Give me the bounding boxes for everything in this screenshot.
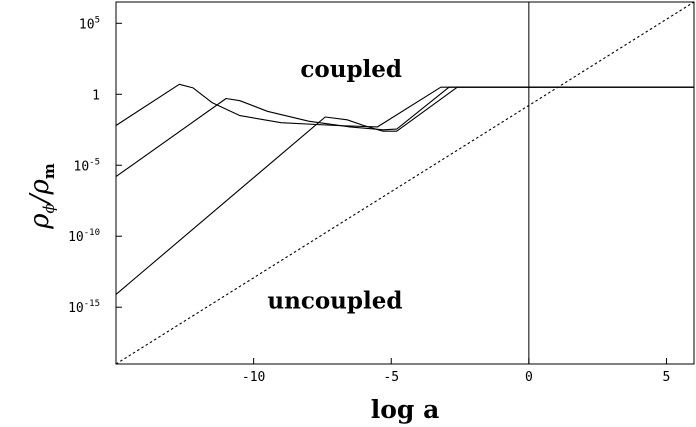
x-tick-label: 0 (525, 370, 533, 385)
y-axis-title: ρϕ/ρm (25, 163, 58, 230)
x-axis-title: log a (371, 395, 440, 424)
y-ticks: 105 1 10-5 10-10 10-15 (68, 15, 122, 316)
series-line-3 (115, 86, 694, 295)
y-tick-label: 10-15 (68, 299, 100, 316)
y-label-rho-2: ρ (25, 178, 55, 195)
y-label-slash: / (25, 192, 55, 206)
series-line-4 (115, 1, 695, 365)
series-line-1 (115, 83, 694, 128)
x-tick-label: -5 (383, 370, 399, 385)
y-tick-label: 10-5 (74, 157, 101, 174)
y-label-phi: ϕ (40, 203, 58, 213)
plot-frame (115, 1, 695, 365)
series-layer (115, 1, 695, 365)
y-tick-label: 10-10 (68, 228, 100, 245)
y-tick-label: 105 (79, 15, 100, 32)
annotation-uncoupled: uncoupled (267, 288, 402, 315)
annotation-coupled: coupled (300, 56, 402, 83)
x-ticks: -10 -5 0 5 (242, 358, 671, 385)
x-tick-label: -10 (242, 370, 265, 385)
y-label-m: m (40, 163, 58, 179)
y-label-rho: ρ (25, 213, 55, 230)
x-tick-label: 5 (663, 370, 671, 385)
y-tick-label: 1 (92, 88, 100, 103)
series-line-2 (115, 86, 694, 178)
